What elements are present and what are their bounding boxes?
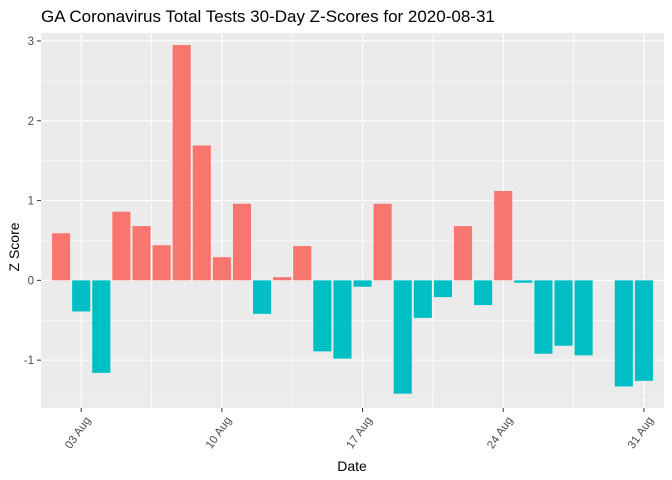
bar-2020-08-27 <box>554 280 573 346</box>
bar-2020-08-05 <box>112 211 131 281</box>
bar-2020-08-10 <box>212 257 231 281</box>
bar-2020-08-12 <box>253 280 272 314</box>
bar-2020-08-19 <box>393 280 412 394</box>
bar-2020-08-24 <box>494 190 513 281</box>
bar-2020-08-16 <box>333 280 352 359</box>
bar-2020-08-13 <box>273 277 292 281</box>
bar-2020-08-30 <box>614 280 633 387</box>
x-tick-label: 10 Aug <box>204 415 234 451</box>
bar-2020-08-20 <box>413 280 432 318</box>
bar-2020-08-09 <box>192 145 211 281</box>
bar-2020-08-15 <box>313 280 332 352</box>
plot-panel <box>41 33 664 408</box>
y-tick-label: 1 <box>28 196 34 208</box>
bar-2020-08-03 <box>72 280 91 312</box>
bar-2020-08-04 <box>92 280 111 373</box>
chart-title: GA Coronavirus Total Tests 30-Day Z-Scor… <box>41 7 495 26</box>
x-tick-label: 24 Aug <box>485 415 515 451</box>
x-axis: 03 Aug 10 Aug 17 Aug 24 Aug 31 Aug <box>63 408 656 451</box>
bars <box>52 44 653 394</box>
bar-2020-08-31 <box>634 280 653 381</box>
y-axis-title: Z Score <box>6 222 22 271</box>
bar-2020-08-07 <box>152 245 171 281</box>
x-axis-title: Date <box>337 458 367 474</box>
bar-2020-08-26 <box>534 280 553 354</box>
bar-2020-08-14 <box>293 246 312 281</box>
x-tick-label: 17 Aug <box>345 415 375 451</box>
y-tick-label: 3 <box>28 36 34 48</box>
bar-2020-08-25 <box>514 280 533 283</box>
bar-2020-08-21 <box>433 280 452 298</box>
x-tick-label: 03 Aug <box>63 415 93 451</box>
bar-2020-08-28 <box>574 280 593 356</box>
x-tick-label: 31 Aug <box>626 415 656 451</box>
bar-2020-08-18 <box>373 203 392 281</box>
bar-2020-08-06 <box>132 226 151 281</box>
bar-2020-08-22 <box>453 226 473 281</box>
y-tick-label: 2 <box>28 116 34 128</box>
bar-2020-08-23 <box>474 280 493 306</box>
bar-2020-08-17 <box>353 280 372 287</box>
bar-2020-08-02 <box>52 233 71 281</box>
y-axis: -1 0 1 2 3 <box>24 36 41 367</box>
bar-2020-08-08 <box>172 44 191 281</box>
y-tick-label: 0 <box>28 275 34 287</box>
bar-2020-08-11 <box>232 203 252 281</box>
y-tick-label: -1 <box>24 355 34 367</box>
